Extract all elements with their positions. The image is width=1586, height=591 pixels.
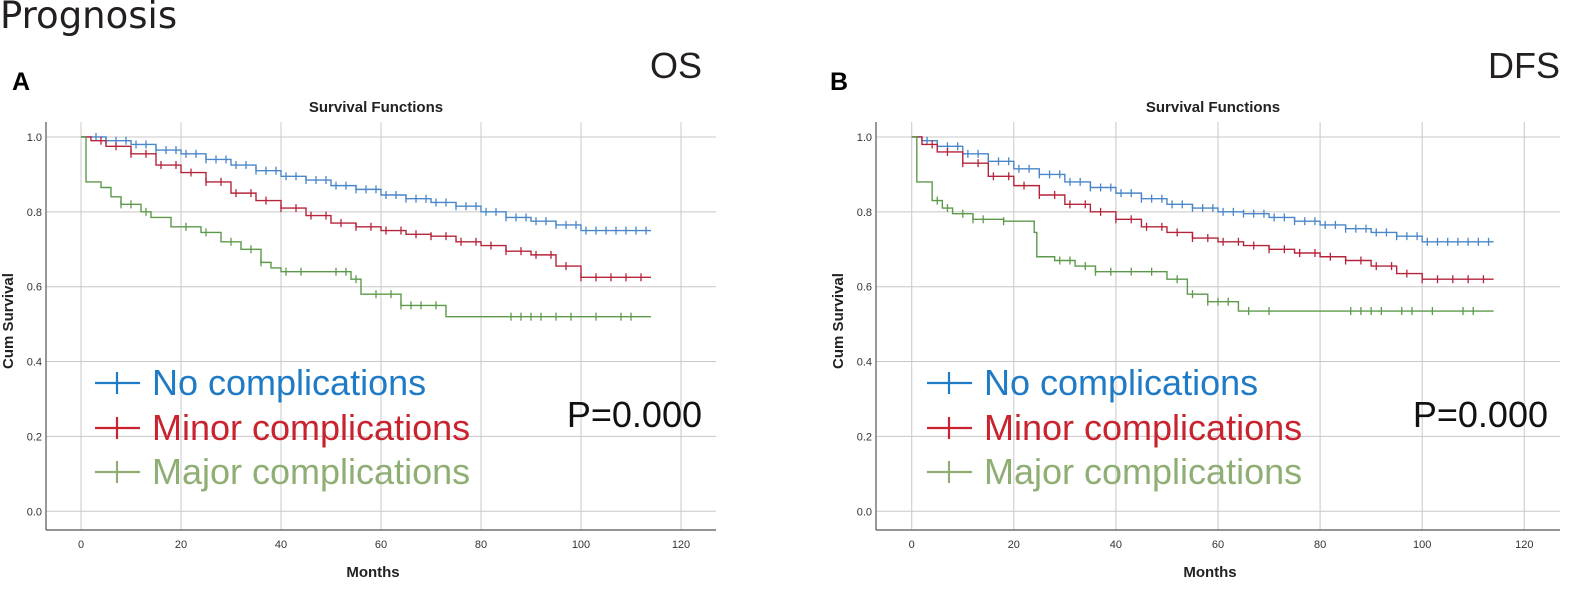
y-tick-label: 0.4 <box>857 357 872 369</box>
x-tick-label: 60 <box>1212 539 1224 551</box>
y-tick-label: 0.2 <box>27 431 42 443</box>
series-no <box>911 136 1494 246</box>
series-major <box>81 136 651 321</box>
series-minor <box>911 136 1494 284</box>
series-minor <box>81 136 651 282</box>
y-tick-label: 0.8 <box>857 207 872 219</box>
survival-curve <box>81 136 651 279</box>
legend-label: No complications <box>984 362 1258 403</box>
legend-label: No complications <box>152 362 426 403</box>
legend-label: Major complications <box>152 451 470 492</box>
legend-label: Minor complications <box>984 407 1302 448</box>
x-tick-label: 20 <box>1008 539 1020 551</box>
y-tick-label: 0.4 <box>27 357 42 369</box>
y-tick-label: 1.0 <box>27 132 42 144</box>
y-tick-label: 0.6 <box>27 282 42 294</box>
y-tick-label: 0.0 <box>27 506 42 518</box>
x-tick-label: 120 <box>672 539 690 551</box>
x-tick-label: 80 <box>1314 539 1326 551</box>
series-no <box>81 132 651 235</box>
legend-item-major: Major complications <box>927 451 1302 492</box>
y-axis-title: Cum Survival <box>830 273 847 369</box>
panel-label: A <box>12 68 30 96</box>
legend-label: Minor complications <box>152 407 470 448</box>
panel-label: B <box>830 68 848 96</box>
p-value: P=0.000 <box>567 394 702 435</box>
x-tick-label: 20 <box>175 539 187 551</box>
y-axis-title: Cum Survival <box>0 273 17 369</box>
x-tick-label: 120 <box>1515 539 1533 551</box>
y-tick-label: 0.6 <box>857 282 872 294</box>
x-tick-label: 40 <box>1110 539 1122 551</box>
x-tick-label: 40 <box>275 539 287 551</box>
legend-item-no: No complications <box>95 362 426 403</box>
y-tick-label: 0.8 <box>27 207 42 219</box>
survival-chart-os: A OS Survival Functions 0 20 40 60 80 100 120 0.0 0… <box>0 45 716 581</box>
survival-curve <box>911 136 1494 243</box>
endpoint-label: DFS <box>1488 45 1560 86</box>
endpoint-label: OS <box>650 45 702 86</box>
page-title: Prognosis <box>0 0 178 37</box>
chart-title: Survival Functions <box>309 99 443 116</box>
x-tick-label: 100 <box>572 539 590 551</box>
legend-item-minor: Minor complications <box>927 407 1302 448</box>
survival-curve <box>81 136 651 318</box>
survival-curve <box>911 136 1494 312</box>
chart-title: Survival Functions <box>1146 99 1280 116</box>
legend-item-no: No complications <box>927 362 1258 403</box>
legend-label: Major complications <box>984 451 1302 492</box>
x-tick-label: 60 <box>375 539 387 551</box>
x-axis-title: Months <box>346 564 399 581</box>
x-tick-label: 0 <box>909 539 915 551</box>
p-value: P=0.000 <box>1413 394 1548 435</box>
x-tick-label: 0 <box>78 539 84 551</box>
survival-chart-dfs: B DFS Survival Functions 0 20 40 60 80 100 120 0.0… <box>830 45 1560 581</box>
y-tick-label: 0.2 <box>857 431 872 443</box>
y-tick-label: 0.0 <box>857 506 872 518</box>
x-tick-label: 80 <box>475 539 487 551</box>
y-tick-label: 1.0 <box>857 132 872 144</box>
legend-item-major: Major complications <box>95 451 470 492</box>
series-major <box>911 136 1494 316</box>
x-axis-title: Months <box>1183 564 1236 581</box>
legend-item-minor: Minor complications <box>95 407 470 448</box>
x-tick-label: 100 <box>1413 539 1431 551</box>
